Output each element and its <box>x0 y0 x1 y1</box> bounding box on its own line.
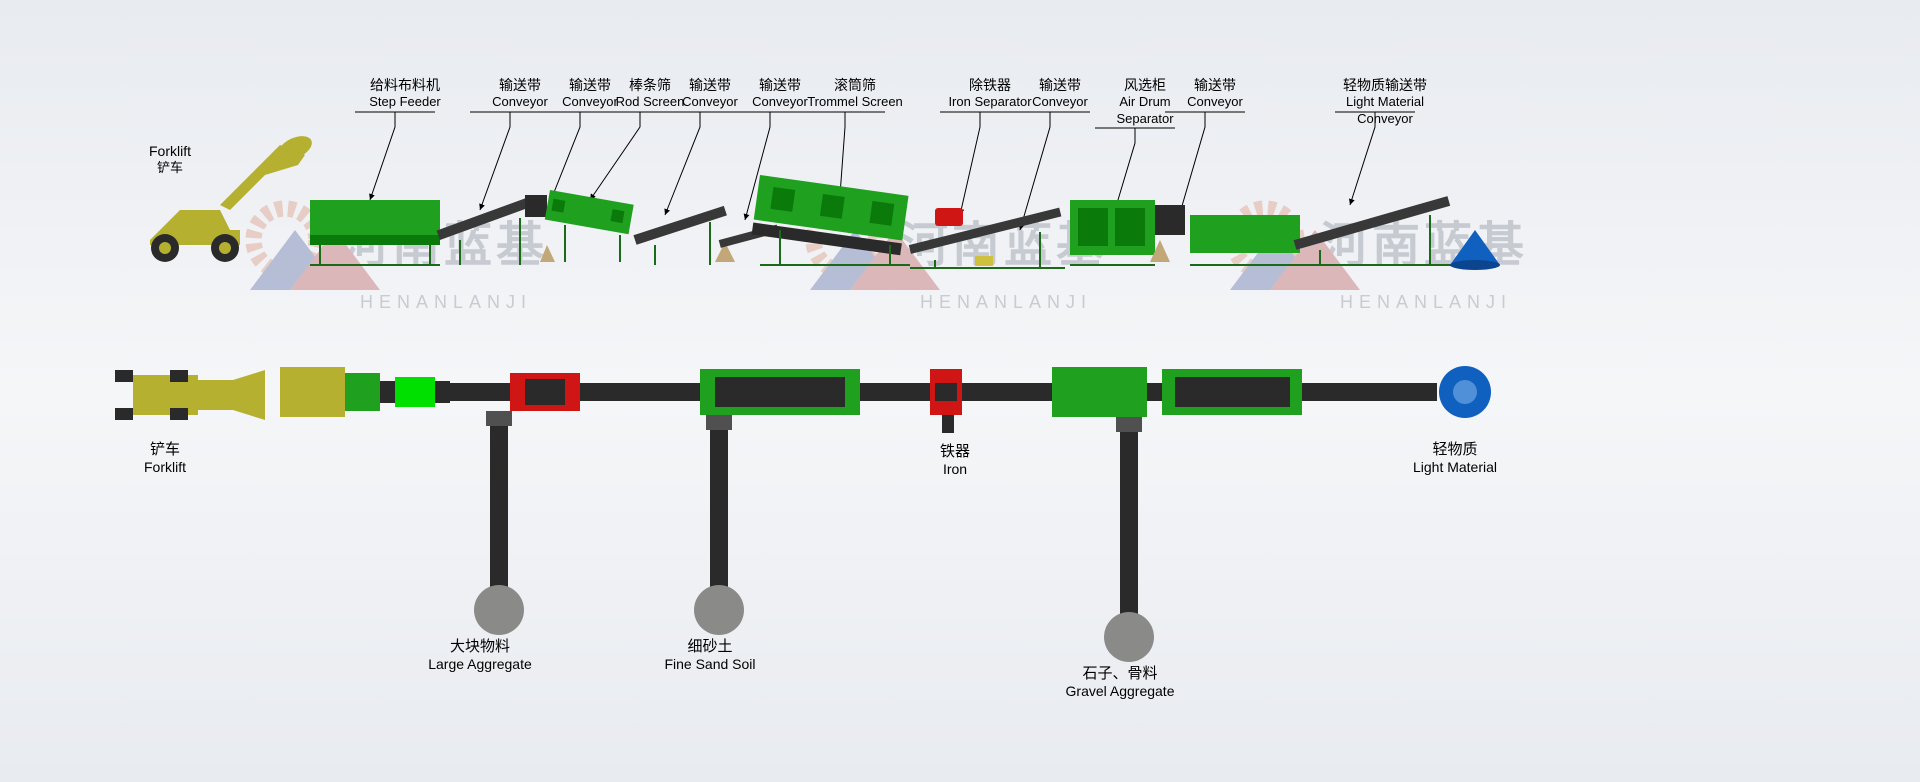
bottom-label-1: 大块物料Large Aggregate <box>400 635 560 672</box>
bottom-label-5: 轻物质Light Material <box>1375 438 1535 475</box>
forklift-top-icon <box>115 370 265 420</box>
top-view <box>0 0 1920 782</box>
bottom-label-3: 铁器Iron <box>875 440 1035 477</box>
bottom-label-0: 铲车Forklift <box>85 438 245 475</box>
bottom-label-4: 石子、骨料Gravel Aggregate <box>1040 662 1200 699</box>
bottom-label-2: 细砂土Fine Sand Soil <box>630 635 790 672</box>
